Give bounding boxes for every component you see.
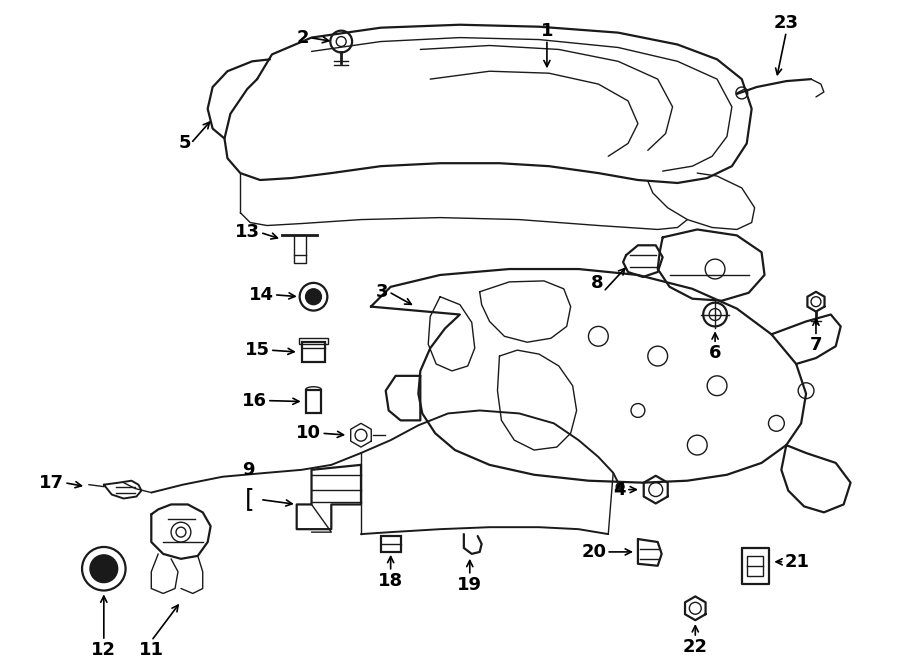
Text: [: [ xyxy=(245,487,254,512)
Text: 4: 4 xyxy=(614,481,626,498)
Text: 18: 18 xyxy=(378,572,403,590)
Text: 7: 7 xyxy=(810,336,823,354)
Circle shape xyxy=(90,555,118,583)
Text: 20: 20 xyxy=(581,543,607,561)
Bar xyxy=(299,338,328,344)
Text: 14: 14 xyxy=(249,286,274,304)
Text: 13: 13 xyxy=(235,224,260,242)
Bar xyxy=(381,536,400,552)
Text: 16: 16 xyxy=(242,392,267,410)
Text: 8: 8 xyxy=(590,274,603,292)
Text: 15: 15 xyxy=(245,341,270,359)
Text: 22: 22 xyxy=(683,638,707,656)
Circle shape xyxy=(306,289,321,305)
Bar xyxy=(306,390,321,414)
Text: 23: 23 xyxy=(774,14,799,32)
Text: 21: 21 xyxy=(784,553,809,571)
Text: 12: 12 xyxy=(91,641,116,659)
Circle shape xyxy=(616,483,624,491)
Text: 17: 17 xyxy=(40,474,64,492)
Text: 11: 11 xyxy=(139,641,164,659)
Bar xyxy=(747,556,762,576)
Bar xyxy=(302,342,326,362)
Text: 5: 5 xyxy=(178,134,191,152)
Text: 6: 6 xyxy=(709,344,721,362)
Text: 10: 10 xyxy=(296,424,321,442)
Text: 3: 3 xyxy=(376,283,389,301)
Text: 9: 9 xyxy=(242,461,254,479)
Text: 2: 2 xyxy=(297,28,310,46)
Text: 1: 1 xyxy=(541,22,554,40)
Text: 19: 19 xyxy=(457,576,482,594)
